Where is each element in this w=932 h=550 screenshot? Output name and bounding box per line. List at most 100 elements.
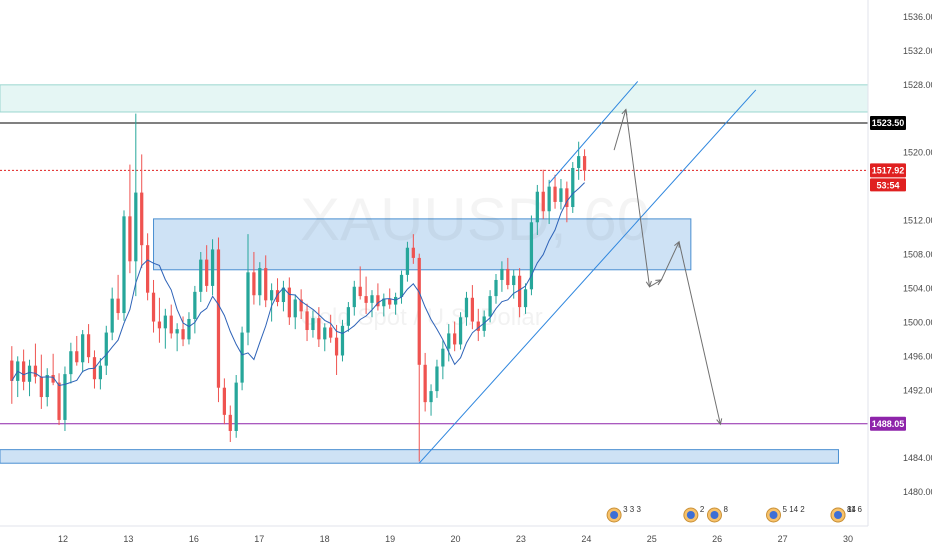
candle-body xyxy=(258,268,262,296)
candle-body xyxy=(435,366,439,392)
event-badge-label: 2 xyxy=(700,505,705,514)
price-tag-label: 1488.05 xyxy=(872,419,905,429)
time-axis-tick: 25 xyxy=(647,534,657,544)
candle-body xyxy=(222,387,227,415)
candle-body xyxy=(464,297,469,318)
candle-body xyxy=(529,222,534,290)
candle-layer xyxy=(10,113,587,462)
event-badge-label: 84 xyxy=(847,505,856,514)
event-badge-label: 5 14 2 xyxy=(783,505,806,514)
candle-body xyxy=(358,286,362,297)
event-flag-icon xyxy=(686,511,695,519)
candle-body xyxy=(323,327,327,340)
candle-body xyxy=(104,332,108,366)
time-axis-tick: 13 xyxy=(123,534,133,544)
price-axis-tick: 1480.00 xyxy=(903,487,932,497)
candle-body xyxy=(559,188,563,202)
time-axis-tick: 20 xyxy=(450,534,460,544)
candle-body xyxy=(388,298,392,305)
candle-body xyxy=(523,289,528,308)
event-badge-label: 8 xyxy=(723,505,728,514)
zone-resistance xyxy=(0,84,869,113)
candle-body xyxy=(21,361,26,382)
candle-body xyxy=(145,245,150,293)
candle-body xyxy=(393,296,398,305)
event-flag-icon xyxy=(769,511,778,519)
candle-body xyxy=(122,216,126,314)
time-axis-tick: 12 xyxy=(58,534,68,544)
time-axis-tick: 18 xyxy=(320,534,330,544)
candle-body xyxy=(506,268,510,286)
price-tag-background xyxy=(870,416,906,431)
candle-body xyxy=(458,317,463,345)
candle-body xyxy=(140,192,144,246)
candle-body xyxy=(86,334,91,358)
price-axis-tick: 1484.00 xyxy=(903,453,932,463)
price-axis-tick: 1500.00 xyxy=(903,317,932,327)
candle-body xyxy=(311,318,315,331)
candle-body xyxy=(210,249,215,286)
countdown-background xyxy=(870,178,906,192)
price-tag-label: 1517.92 xyxy=(872,165,905,175)
candle-body xyxy=(399,274,404,297)
event-flag-icon xyxy=(710,511,719,519)
candle-body xyxy=(370,295,374,303)
candle-body xyxy=(517,275,522,308)
price-axis[interactable]: 1536.00 1532.00 1528.00 1520.00 1512.00 1508.… xyxy=(903,12,932,497)
candle-body xyxy=(57,382,61,420)
candle-body xyxy=(63,374,67,420)
time-axis-tick: 19 xyxy=(385,534,395,544)
candle-body xyxy=(340,325,345,356)
price-axis-tick: 1496.00 xyxy=(903,351,932,361)
candle-body xyxy=(488,296,492,317)
projection-segment xyxy=(625,109,651,287)
candle-body xyxy=(39,376,43,398)
time-axis-tick: 17 xyxy=(254,534,264,544)
candle-body xyxy=(128,216,132,262)
event-badge-label: 11 6 xyxy=(847,505,863,514)
candle-body xyxy=(476,321,480,331)
candle-body xyxy=(417,257,421,365)
candle-body xyxy=(453,333,457,345)
drawing-layer xyxy=(418,81,757,464)
price-axis-tick: 1512.00 xyxy=(903,216,932,226)
price-tag-label: 1523.50 xyxy=(872,118,905,128)
candle-body xyxy=(382,298,386,307)
candle-body xyxy=(246,272,250,333)
candle-body xyxy=(553,186,557,202)
projection-segment xyxy=(613,109,627,151)
event-flag-icon xyxy=(610,511,619,519)
horizontal-line-layer xyxy=(0,122,868,425)
candle-body xyxy=(45,374,49,398)
projection-segment xyxy=(678,241,721,425)
candle-body xyxy=(199,259,203,292)
candle-body xyxy=(571,167,575,208)
candle-body xyxy=(163,315,167,329)
price-axis-tick: 1504.00 xyxy=(903,283,932,293)
candle-body xyxy=(81,334,85,363)
time-axis-tick: 23 xyxy=(516,534,526,544)
trendline-0 xyxy=(418,89,757,464)
candle-body xyxy=(405,247,410,275)
candle-body xyxy=(181,329,185,340)
candle-body xyxy=(187,318,191,340)
price-axis-tick: 1508.00 xyxy=(903,250,932,260)
candle-body xyxy=(69,351,73,375)
time-axis[interactable]: 12 13 16 17 18 19 20 23 24 25 26 27 30 xyxy=(58,534,853,544)
candle-body xyxy=(157,321,162,329)
price-tag-background xyxy=(870,116,906,131)
countdown-label: 53:54 xyxy=(876,180,899,190)
candle-body xyxy=(547,186,551,212)
candle-body xyxy=(305,311,309,331)
candle-body xyxy=(269,290,274,301)
candle-body xyxy=(193,291,197,319)
moving-average-line xyxy=(11,182,585,387)
time-axis-tick: 16 xyxy=(189,534,199,544)
price-axis-tick: 1532.00 xyxy=(903,46,932,56)
event-flag-icon xyxy=(834,511,842,519)
price-axis-tick: 1520.00 xyxy=(903,148,932,158)
candle-body xyxy=(299,299,303,312)
